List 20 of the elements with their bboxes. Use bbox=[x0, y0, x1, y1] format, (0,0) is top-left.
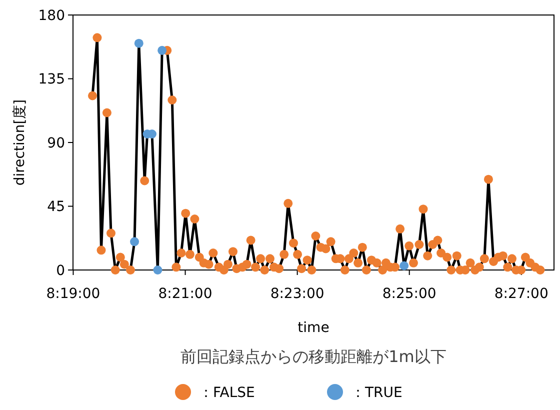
y-tick-label: 0 bbox=[56, 262, 65, 279]
y-tick-label: 180 bbox=[38, 8, 65, 24]
point bbox=[130, 237, 140, 246]
x-tick-label: 8:23:00 bbox=[270, 286, 324, 302]
y-tick-label: 90 bbox=[47, 135, 65, 152]
x-tick-label: 8:21:00 bbox=[158, 286, 212, 302]
x-axis-title: time bbox=[298, 320, 330, 336]
legend-label: ：FALSE bbox=[199, 384, 255, 401]
x-tick-label: 8:27:00 bbox=[494, 286, 548, 302]
point bbox=[158, 46, 167, 55]
legend-title: 前回記録点からの移動距離が1m以下 bbox=[180, 347, 446, 366]
x-tick-label: 8:19:00 bbox=[46, 286, 100, 302]
legend-label: ：TRUE bbox=[351, 384, 402, 401]
y-tick-label: 45 bbox=[47, 199, 65, 216]
point bbox=[400, 261, 409, 270]
y-tick-label: 135 bbox=[38, 72, 65, 88]
x-tick-label: 8:25:00 bbox=[382, 286, 436, 302]
point bbox=[134, 38, 144, 48]
y-axis-title: direction[度] bbox=[12, 99, 28, 186]
point bbox=[153, 266, 162, 274]
